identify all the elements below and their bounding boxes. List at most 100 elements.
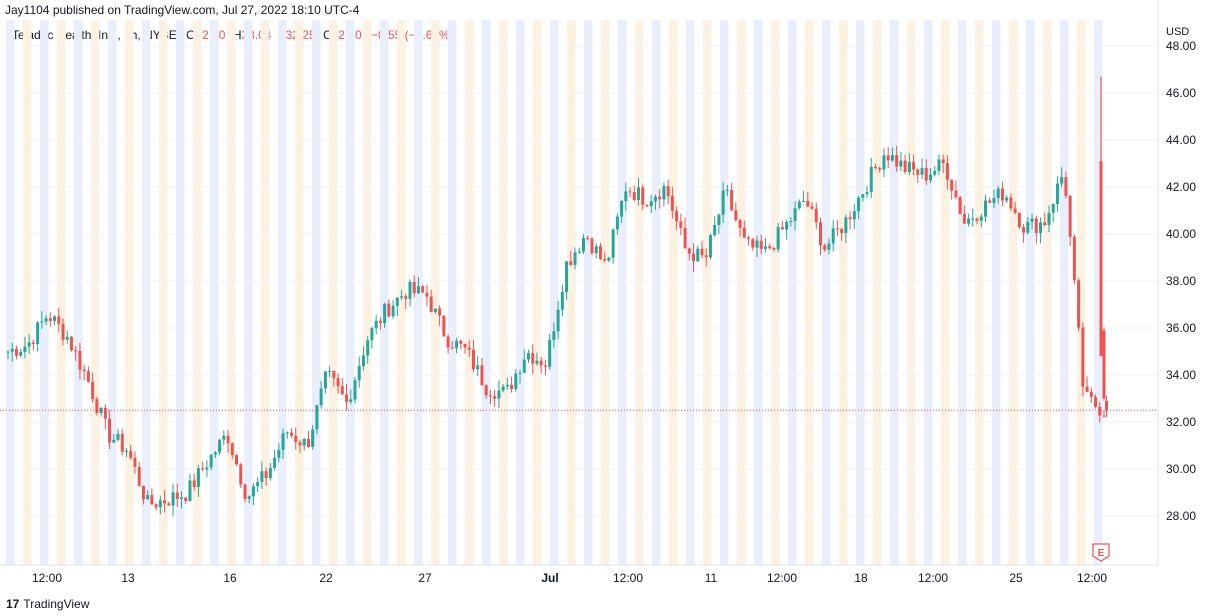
candle-body (632, 192, 636, 200)
candle-body (40, 321, 44, 323)
candle-body (522, 359, 526, 373)
candle-body (637, 187, 641, 200)
candle-body (768, 246, 772, 249)
candle-body (1089, 391, 1093, 398)
candle-body (23, 346, 27, 352)
x-tick-label: 25 (1009, 571, 1023, 585)
y-tick-label: 36.00 (1166, 321, 1196, 335)
candle-body (1085, 386, 1089, 392)
candle-body (416, 286, 420, 294)
candle-body (137, 467, 141, 486)
session-band (448, 20, 457, 565)
candle-body (175, 492, 179, 499)
y-tick-label: 46.00 (1166, 86, 1196, 100)
session-band (550, 20, 559, 565)
candle-body (687, 248, 691, 254)
candle-body (488, 395, 492, 397)
candle-body (890, 155, 894, 161)
candle-body (459, 340, 463, 344)
candle-body (950, 179, 954, 191)
candle-body (395, 297, 399, 306)
y-tick-label: 34.00 (1166, 368, 1196, 382)
candle-body (882, 155, 886, 170)
session-band (363, 20, 372, 565)
session-band (499, 20, 508, 565)
candle-body (95, 399, 99, 413)
candle-body (391, 305, 395, 317)
candle-body (611, 229, 615, 258)
candle-body (895, 155, 899, 167)
session-band (329, 20, 338, 565)
session-band (941, 20, 950, 565)
candle-body (1064, 177, 1068, 196)
session-band (907, 20, 916, 565)
candle-body (442, 315, 446, 337)
candle-body (1013, 208, 1017, 213)
candle-body (99, 407, 103, 413)
candle-body (1043, 222, 1047, 226)
candle-body (328, 370, 332, 372)
candle-body (14, 348, 18, 356)
candle-body (912, 162, 916, 170)
candle-body (65, 336, 69, 340)
candle-body (827, 243, 831, 250)
candle-body (1098, 406, 1102, 416)
session-band (346, 20, 355, 565)
candle-body (683, 227, 687, 249)
candle-body (213, 452, 217, 455)
candle-body (1072, 236, 1076, 281)
candle-body (361, 355, 365, 367)
candle-body (243, 484, 247, 499)
candle-body (945, 163, 949, 180)
candle-body (501, 386, 505, 391)
candle-body (531, 353, 535, 364)
candle-body (979, 216, 983, 221)
candle-body (298, 442, 302, 446)
candle-body (666, 186, 670, 197)
candle-body (31, 342, 35, 344)
candle-body (154, 504, 158, 508)
candle-body (366, 340, 370, 356)
x-tick-label: 12:00 (32, 571, 62, 585)
candle-body (759, 240, 763, 249)
session-band (108, 20, 117, 565)
candle-body (201, 468, 205, 470)
candle-body (497, 390, 501, 399)
candle-body (598, 246, 602, 259)
session-band (431, 20, 440, 565)
candle-body (455, 340, 459, 349)
price-chart[interactable]: 28.00 30.00 32.00 34.00 36.00 38.00 40.00 42.00… (0, 0, 1208, 596)
candle-body (734, 210, 738, 221)
earnings-badge-label: E (1098, 548, 1105, 559)
candle-body (886, 155, 890, 161)
session-band (142, 20, 151, 565)
candle-body (620, 201, 624, 217)
candle-body (992, 198, 996, 203)
candles (6, 76, 1108, 517)
session-band (822, 20, 831, 565)
session-band (516, 20, 525, 565)
candle-body (772, 248, 776, 250)
session-band (839, 20, 848, 565)
candle-body (209, 454, 213, 468)
earnings-marker: E (1092, 543, 1110, 562)
session-band (958, 20, 967, 565)
session-band (584, 20, 593, 565)
candle-body (433, 308, 437, 313)
session-band (856, 20, 865, 565)
candle-body (480, 365, 484, 386)
x-tick-label: 13 (121, 571, 135, 585)
y-tick-label: 30.00 (1166, 462, 1196, 476)
candle-body (1009, 197, 1013, 209)
session-band (873, 20, 882, 565)
candle-body (878, 167, 882, 170)
session-band (618, 20, 627, 565)
y-tick-label: 28.00 (1166, 509, 1196, 523)
candle-body (336, 378, 340, 387)
candle-body (281, 433, 285, 450)
session-band (1009, 20, 1018, 565)
tradingview-logo: 17 (6, 597, 20, 611)
candle-body (400, 296, 404, 298)
candle-body (302, 439, 306, 446)
candle-body (239, 464, 243, 485)
